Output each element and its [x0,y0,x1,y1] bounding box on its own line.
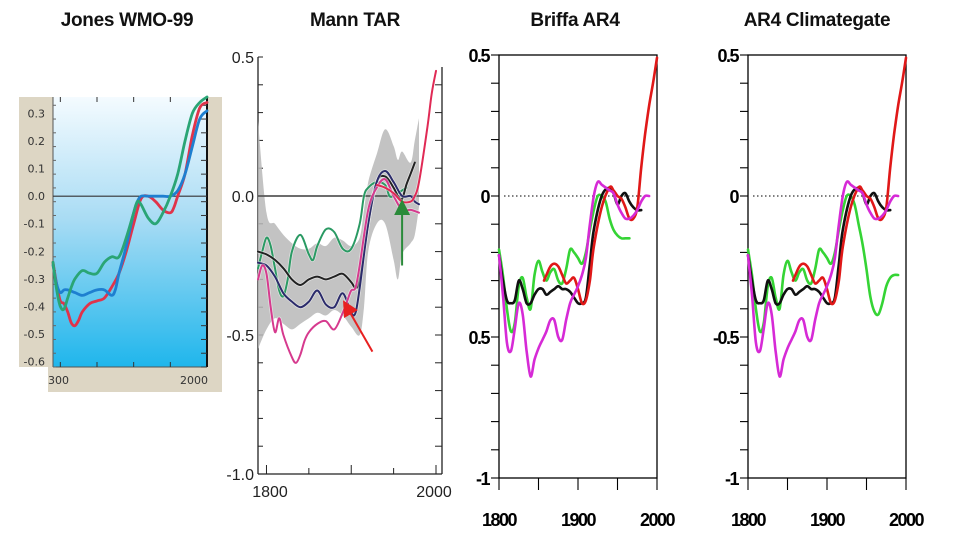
series-green [746,193,900,334]
y-tick-label: 0.1 [28,163,46,176]
y-tick-label: -1 [476,469,490,489]
annotation-arrow [343,300,374,353]
y-tick-label: -1.0 [226,467,254,484]
y-tick-label: 0.5 [468,46,490,66]
y-tick-label: 0.5 [232,50,254,67]
x-tick-label: 1800 [731,510,767,530]
x-tick-label: 1800 [482,510,518,530]
series-red [542,56,659,306]
uncertainty-band [258,118,419,349]
y-tick-label: 0.0 [232,189,254,206]
panel-briffa: 0.5 0 0.5 -1 1800 1900 2000 [468,46,677,530]
title-mann: Mann TAR [309,10,401,31]
panel-climategate: 0.5 0 -0.5 -1 1800 1900 2000 [713,46,926,530]
frame-background-bottom [48,367,222,392]
x-tick-label: 1900 [810,510,846,530]
title-climategate: AR4 Climategate [743,10,891,31]
y-tick-label: -0.3 [24,273,45,286]
x-tick-label: 2000 [640,510,676,530]
y-tick-label: -0.6 [24,355,45,368]
series-green [497,193,631,334]
y-tick-label: 0.5 [468,328,490,348]
series-black [497,186,643,306]
x-tick-label: 300 [48,374,69,387]
series-magenta [746,180,900,378]
series-black [746,186,892,306]
y-tick-label: -0.5 [226,328,254,345]
series-red [791,56,908,306]
x-tick-label: 1900 [561,510,597,530]
y-tick-label: -0.1 [24,218,45,231]
y-tick-label: 0.3 [28,108,46,121]
series-magenta [257,178,420,364]
series-magenta [497,180,651,378]
plot-frame [747,54,907,479]
x-tick-label: 2000 [416,484,452,501]
series-green [51,95,209,312]
y-tick-label: -0.4 [24,300,45,313]
x-tick-label: 1800 [252,484,288,501]
x-tick-label: 2000 [180,374,208,387]
title-briffa: Briffa AR4 [530,10,620,31]
series-blue [51,109,209,297]
plot-frame [498,54,658,479]
x-tick-label: 2000 [889,510,925,530]
y-tick-label: -0.5 [24,328,45,341]
y-tick-label: 0 [729,187,739,207]
y-tick-label: 0.5 [717,46,739,66]
title-jones: Jones WMO-99 [60,10,194,31]
series-red [375,69,437,204]
y-tick-label: 0.0 [28,190,46,203]
y-tick-label: -0.2 [24,245,45,258]
y-tick-label: -0.5 [713,328,740,348]
y-tick-label: 0.2 [28,135,46,148]
y-tick-label: 0 [480,187,490,207]
y-tick-label: -1 [725,469,739,489]
